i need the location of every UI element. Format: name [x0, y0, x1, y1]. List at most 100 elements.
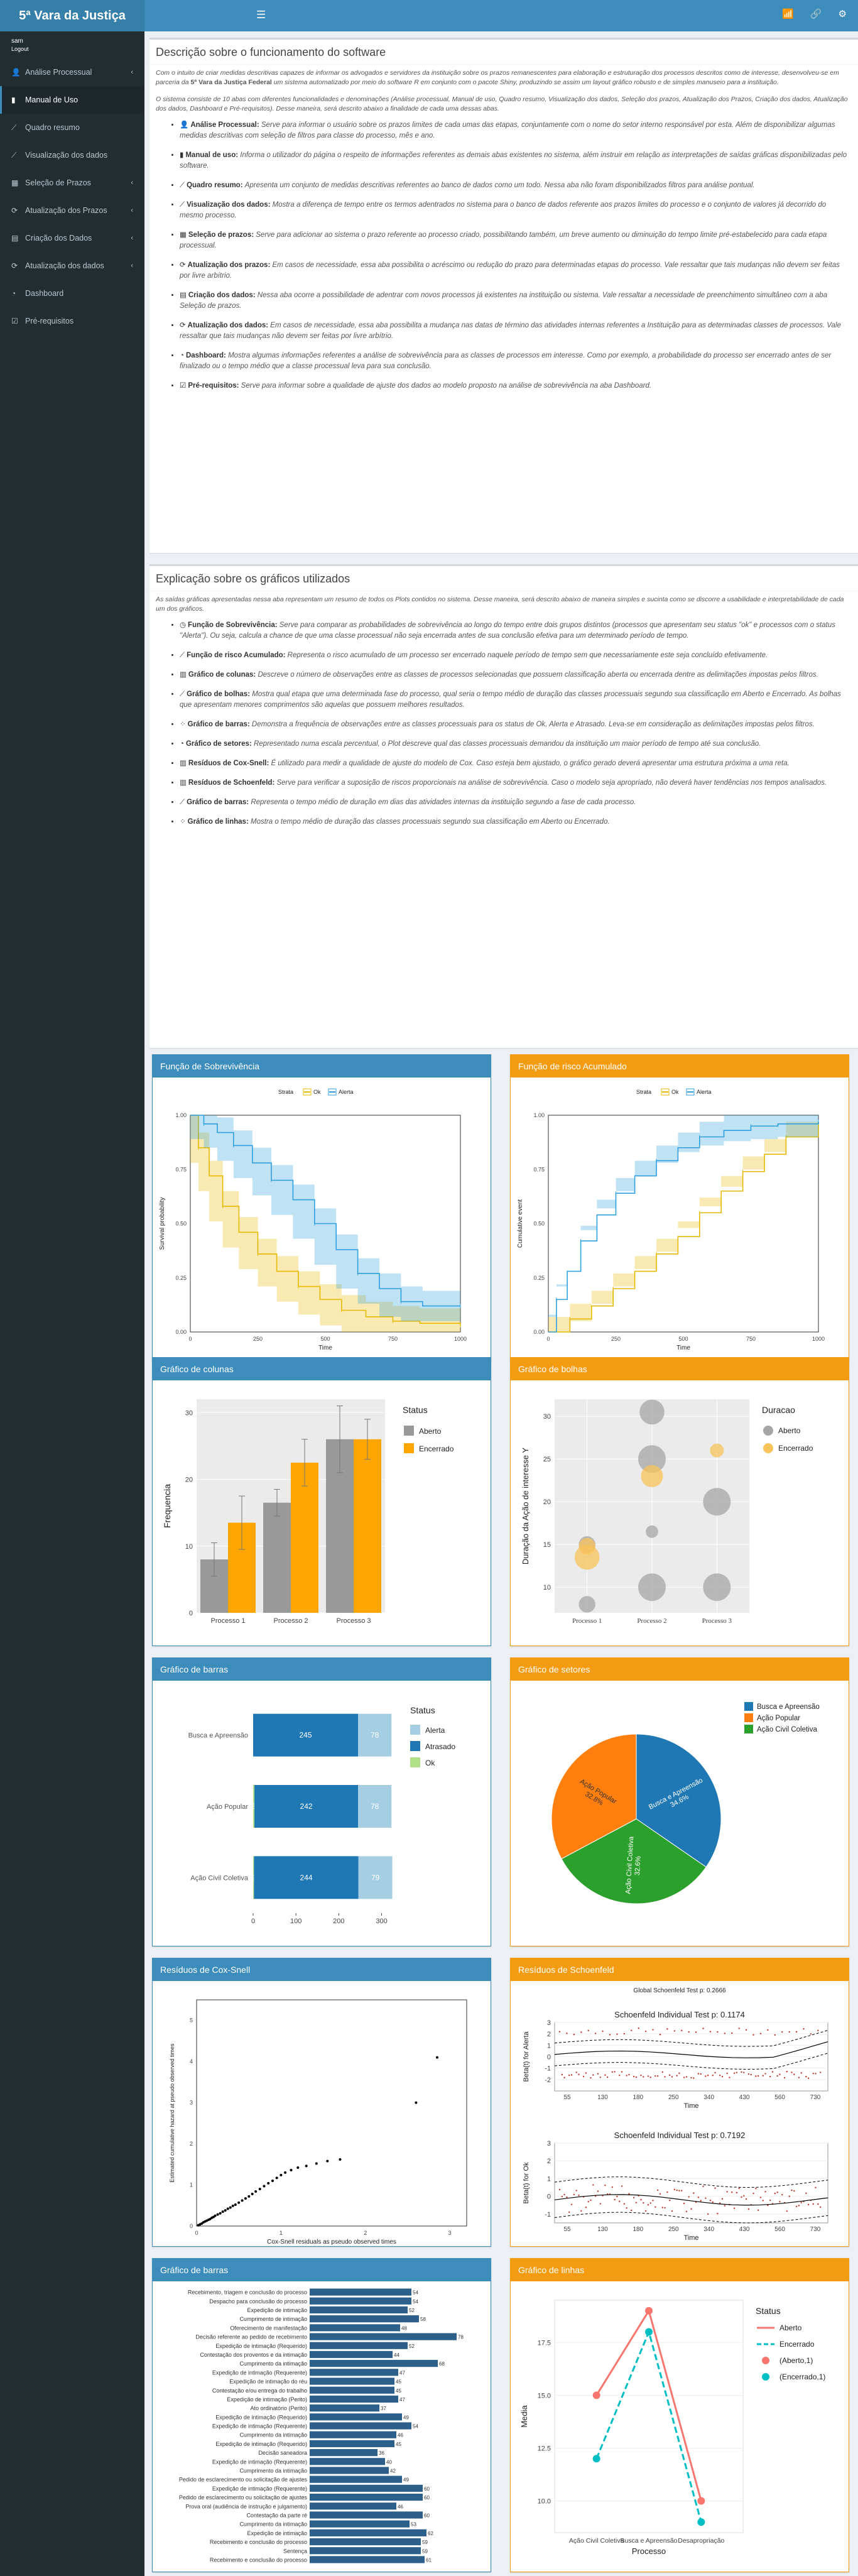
legend-label: Ok — [313, 1089, 321, 1095]
residual-point — [619, 2200, 621, 2202]
sidebar-item-manual-de-uso[interactable]: ▮ Manual de Uso — [0, 86, 144, 114]
grafico-item: ⁘Gráfico de barras: Demonstra a frequênc… — [180, 719, 852, 730]
x-tick-label: Processo 3 — [702, 1617, 732, 1625]
y-axis-title: Survival probability — [159, 1198, 166, 1250]
ci-line-lower — [554, 2212, 828, 2224]
link-icon[interactable]: 🔗 — [810, 9, 822, 19]
data-label: 61 — [426, 2557, 432, 2563]
y-axis-title: Beta(t) for Alerta — [523, 2031, 530, 2082]
grafico-item-name: Função de Sobrevivência — [188, 621, 275, 629]
manual-intro-2: O sistema consiste de 10 abas com difere… — [156, 96, 848, 112]
residual-point — [798, 2205, 800, 2207]
manual-feature-item: ⟳Atualização dos prazos: Em casos de nec… — [180, 260, 852, 281]
bubbles-panel: Gráfico de bolhas 10 15 20 25 30 Processo 1 Pr… — [510, 1357, 849, 1646]
x-tick-label: 1000 — [454, 1336, 467, 1342]
residual-point — [666, 2191, 668, 2193]
x-tick-label: 0 — [188, 1336, 192, 1342]
residual-point — [643, 2076, 644, 2078]
sidebar-item-atualiza-o-dos-dados[interactable]: ⟳ Atualização dos dados ‹ — [0, 252, 144, 280]
sidebar-item-pr-requisitos[interactable]: ☑ Pré-requisitos — [0, 307, 144, 335]
y-tick-label: Cumprimento da intimação — [239, 2360, 307, 2367]
residual-point — [573, 2193, 575, 2195]
line-chart-icon: ⟋ — [180, 690, 185, 698]
residual-point — [599, 2077, 601, 2078]
residual-point — [234, 2203, 237, 2206]
residual-point — [305, 2164, 308, 2168]
legend-label: (Aberto,1) — [779, 2356, 813, 2365]
residual-point — [649, 2077, 651, 2078]
grafico-item: ▥Gráfico de colunas: Descreve o número d… — [180, 670, 852, 680]
residual-point — [717, 2031, 719, 2033]
bar — [310, 2448, 377, 2457]
sidebar-item-cria-o-dos-dados[interactable]: ▤ Criação dos Dados ‹ — [0, 224, 144, 252]
residual-point — [781, 2031, 783, 2033]
settings-icon[interactable]: ⚙ — [838, 9, 847, 19]
bar — [310, 2440, 394, 2447]
residual-point — [570, 2203, 573, 2205]
y-tick-label: 1.00 — [175, 1112, 187, 1118]
residual-point — [669, 2199, 671, 2202]
manual-feature-item: 👤Análise Processual: Serve para informar… — [180, 120, 852, 141]
residual-point — [685, 2210, 688, 2213]
sidebar-item-dashboard[interactable]: ◔ Dashboard — [0, 280, 144, 307]
legend-title: Status — [410, 1705, 435, 1715]
columns-panel: Gráfico de colunas 0 10 20 30 Processo 1 Proc… — [152, 1357, 491, 1646]
y-tick-label: Recebimento, triagem e conclusão do proc… — [188, 2289, 307, 2296]
sidebar-item-an-lise-processual[interactable]: 👤 Análise Processual ‹ — [0, 58, 144, 86]
plot-frame — [554, 2300, 744, 2533]
legend-point — [762, 2373, 769, 2381]
sidebar-item-sele-o-de-prazos[interactable]: ▦ Seleção de Prazos ‹ — [0, 169, 144, 197]
residual-point — [623, 2033, 626, 2035]
residual-point — [776, 2191, 778, 2193]
bar — [310, 2377, 394, 2385]
residual-point — [594, 2033, 597, 2034]
legend-label: Ação Popular — [757, 1715, 800, 1722]
manual-feature-item-name: Manual de uso — [185, 151, 236, 159]
residual-point — [628, 2193, 630, 2195]
residual-point — [619, 2074, 621, 2077]
grafico-item: ▥Resíduos de Schoenfeld: Serve para veri… — [180, 778, 852, 789]
y-tick-label: Busca e Apreensão — [188, 1732, 248, 1740]
legend-label: Busca e Apreensão — [757, 1703, 820, 1711]
residual-point — [575, 2190, 577, 2191]
residual-point — [791, 2189, 793, 2191]
wifi-icon[interactable]: 📶 — [782, 9, 794, 19]
line-chart-icon: ⟋ — [180, 799, 185, 806]
y-tick-label: Expedição de intimação (Perito) — [227, 2396, 307, 2403]
data-label: 54 — [413, 2299, 418, 2305]
logout-link[interactable]: Logout — [11, 46, 29, 52]
y-tick-label: Expedição de intimação (Requerido) — [215, 2414, 307, 2420]
y-tick-label: 1 — [190, 2182, 193, 2188]
series-point — [645, 2328, 653, 2336]
sidebar-item-visualiza-o-dos-dados[interactable]: ⟋ Visualização dos dados — [0, 141, 144, 169]
x-axis-title: Time — [676, 1345, 690, 1351]
bar-alerta — [358, 1785, 392, 1828]
residual-point — [707, 2213, 709, 2215]
data-label: 45 — [396, 2388, 401, 2394]
residual-point — [767, 2029, 769, 2031]
residual-point — [812, 2073, 814, 2075]
residual-point — [659, 2033, 661, 2036]
x-tick-label: Busca e Apreensão — [620, 2537, 677, 2545]
manual-feature-item-name: Pré-requisitos — [188, 382, 237, 390]
menu-toggle-icon[interactable]: ☰ — [256, 9, 266, 21]
residual-point — [638, 2028, 639, 2029]
y-tick-label: Sentença — [283, 2548, 307, 2554]
x-tick-label: 730 — [810, 2226, 821, 2233]
bar — [310, 2511, 423, 2519]
grafico-item-desc: É utilizado para medir a qualidade de aj… — [271, 760, 790, 767]
bar — [310, 2297, 411, 2305]
residual-point — [644, 2030, 647, 2033]
y-tick-label: Prova oral (audiência de instrução e jul… — [185, 2503, 307, 2509]
residual-point — [793, 2190, 795, 2192]
book-icon: ▮ — [11, 96, 16, 104]
sidebar-item-atualiza-o-dos-prazos[interactable]: ⟳ Atualização dos Prazos ‹ — [0, 197, 144, 224]
database-icon: ▤ — [180, 292, 187, 299]
residual-point — [566, 2196, 568, 2198]
residual-point — [705, 2197, 707, 2199]
manual-feature-item-desc: Nessa aba ocorre a possibilidade de aden… — [180, 292, 828, 310]
y-tick-label: 30 — [543, 1413, 551, 1421]
sidebar-item-quadro-resumo[interactable]: ⟋ Quadro resumo — [0, 114, 144, 141]
bar-aberto — [263, 1502, 291, 1613]
residual-point — [216, 2213, 219, 2216]
